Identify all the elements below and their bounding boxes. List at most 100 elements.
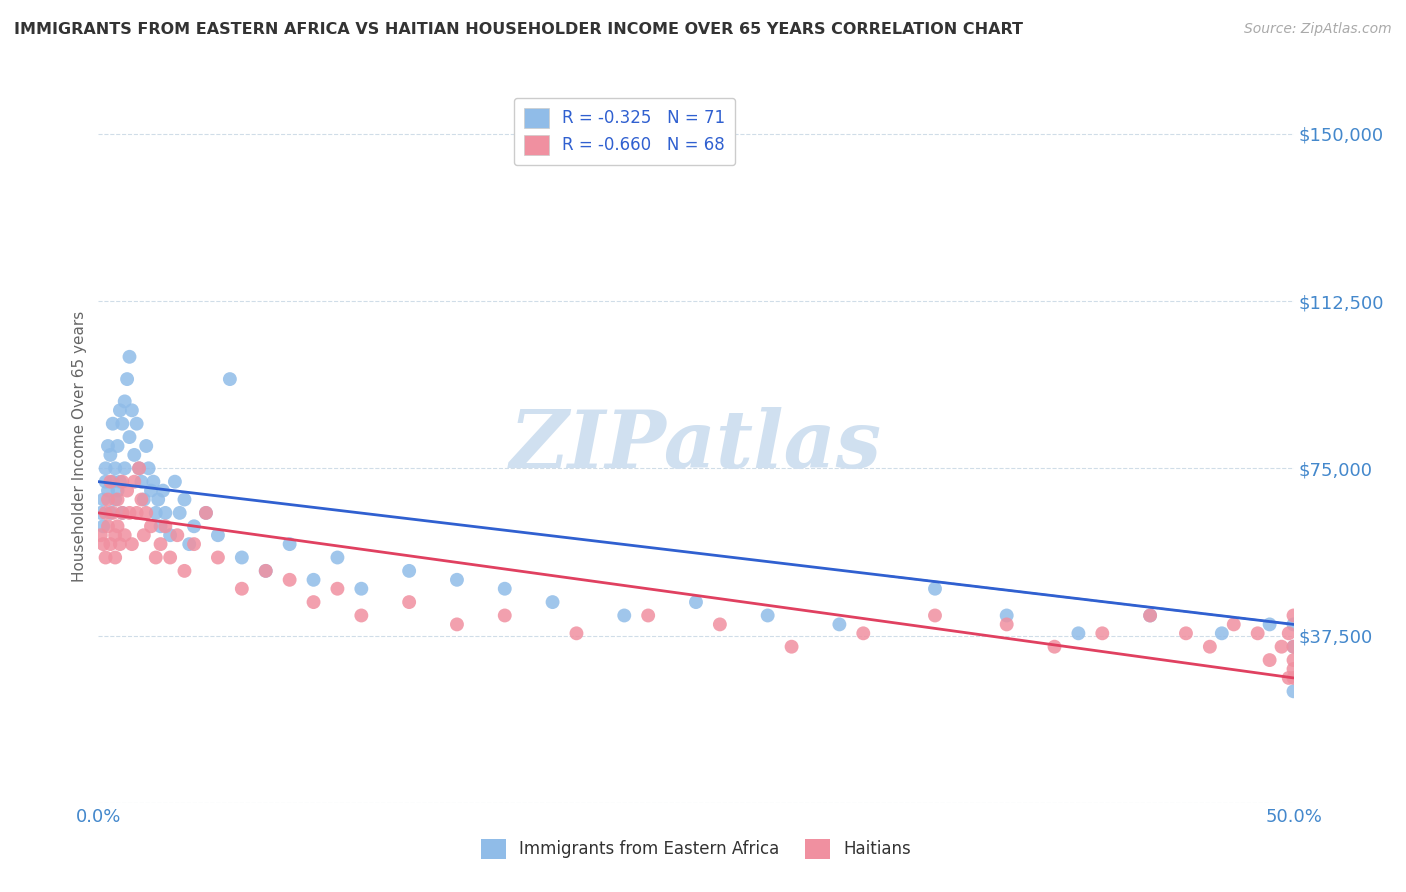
Point <box>1091 626 1114 640</box>
Point <box>1258 617 1281 632</box>
Point <box>446 617 468 632</box>
Point <box>756 608 779 623</box>
Point <box>207 528 229 542</box>
Point <box>1282 617 1305 632</box>
Point <box>97 483 120 498</box>
Point <box>709 617 731 632</box>
Point <box>924 582 946 596</box>
Point <box>107 439 129 453</box>
Point <box>924 608 946 623</box>
Point <box>107 492 129 507</box>
Point <box>125 506 148 520</box>
Point <box>108 537 131 551</box>
Point <box>97 439 120 453</box>
Point <box>139 519 162 533</box>
Point <box>104 528 127 542</box>
Point <box>1282 653 1305 667</box>
Point <box>98 506 122 520</box>
Point <box>231 582 253 596</box>
Point <box>108 475 131 489</box>
Point <box>1198 640 1220 654</box>
Point <box>1278 626 1301 640</box>
Point <box>111 506 134 520</box>
Point <box>111 475 134 489</box>
Point <box>995 608 1018 623</box>
Point <box>494 582 516 596</box>
Point <box>166 528 188 542</box>
Point <box>1282 671 1305 685</box>
Point <box>1282 662 1305 676</box>
Point <box>1278 671 1301 685</box>
Point <box>97 519 120 533</box>
Point <box>278 573 301 587</box>
Point <box>350 582 373 596</box>
Point <box>101 506 124 520</box>
Point <box>114 461 136 475</box>
Legend: Immigrants from Eastern Africa, Haitians: Immigrants from Eastern Africa, Haitians <box>474 832 918 866</box>
Point <box>1211 626 1233 640</box>
Point <box>94 475 117 489</box>
Text: IMMIGRANTS FROM EASTERN AFRICA VS HAITIAN HOUSEHOLDER INCOME OVER 65 YEARS CORRE: IMMIGRANTS FROM EASTERN AFRICA VS HAITIA… <box>14 22 1024 37</box>
Point <box>183 519 205 533</box>
Point <box>278 537 301 551</box>
Point <box>149 519 172 533</box>
Point <box>179 537 201 551</box>
Point <box>173 564 195 578</box>
Point <box>107 519 129 533</box>
Point <box>302 595 325 609</box>
Y-axis label: Householder Income Over 65 years: Householder Income Over 65 years <box>72 310 87 582</box>
Point <box>1246 626 1268 640</box>
Point <box>94 461 117 475</box>
Point <box>565 626 588 640</box>
Point <box>121 537 143 551</box>
Point <box>350 608 373 623</box>
Point <box>107 483 129 498</box>
Point <box>302 573 325 587</box>
Point <box>124 475 146 489</box>
Point <box>163 475 186 489</box>
Point <box>494 608 516 623</box>
Point <box>131 492 153 507</box>
Point <box>194 506 217 520</box>
Point <box>1139 608 1161 623</box>
Point <box>207 550 229 565</box>
Point <box>194 506 217 520</box>
Point <box>183 537 205 551</box>
Point <box>1139 608 1161 623</box>
Point <box>852 626 875 640</box>
Point <box>91 519 114 533</box>
Point <box>115 372 138 386</box>
Point <box>98 537 122 551</box>
Point <box>108 403 131 417</box>
Point <box>398 595 420 609</box>
Point <box>128 461 150 475</box>
Point <box>173 492 195 507</box>
Point <box>1282 640 1305 654</box>
Point <box>98 475 122 489</box>
Point <box>114 528 136 542</box>
Point <box>254 564 277 578</box>
Point <box>125 417 148 431</box>
Point <box>159 550 181 565</box>
Point <box>995 617 1018 632</box>
Point <box>613 608 636 623</box>
Point <box>1043 640 1066 654</box>
Point <box>1282 640 1305 654</box>
Point <box>135 439 157 453</box>
Point <box>90 528 112 542</box>
Point <box>145 506 167 520</box>
Point <box>91 492 114 507</box>
Point <box>155 519 177 533</box>
Point <box>142 475 165 489</box>
Point <box>104 550 127 565</box>
Point <box>169 506 191 520</box>
Point <box>111 417 134 431</box>
Point <box>94 550 117 565</box>
Point <box>94 506 117 520</box>
Point <box>1222 617 1246 632</box>
Point <box>326 550 349 565</box>
Point <box>132 528 155 542</box>
Point <box>1067 626 1090 640</box>
Point <box>1271 640 1294 654</box>
Point <box>231 550 253 565</box>
